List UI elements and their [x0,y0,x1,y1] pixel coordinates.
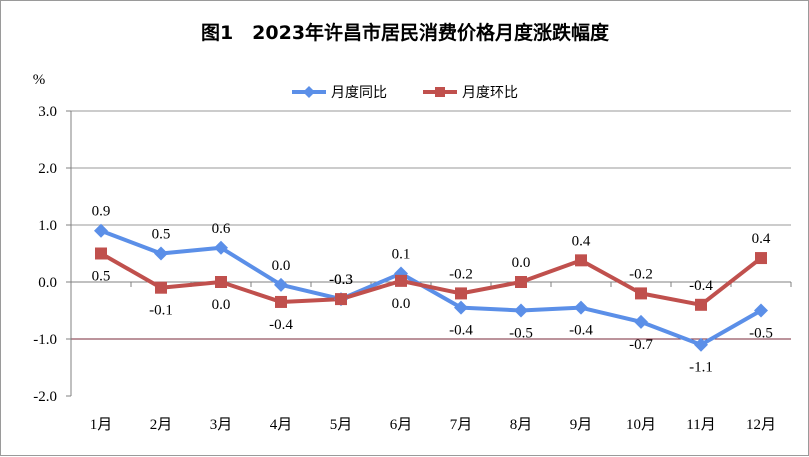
x-tick-label: 7月 [450,417,473,433]
data-label-series-1: -0.5 [749,326,773,342]
data-point-series-1 [94,223,108,238]
data-point-series-2 [155,281,167,294]
data-point-series-1 [694,337,708,352]
data-label-series-2: -0.4 [269,317,293,333]
data-label-series-2: 0.0 [512,255,531,271]
data-label-series-1: -0.3 [329,272,353,288]
y-tick-label: 0.0 [38,275,57,291]
data-point-series-2 [95,247,107,260]
legend-label-series-1: 月度同比 [331,85,387,101]
data-label-series-1: -0.5 [509,326,533,342]
x-tick-label: 10月 [626,417,656,433]
data-point-series-2 [695,298,707,311]
data-label-series-2: 0.5 [92,269,111,285]
data-label-series-2: -0.2 [629,266,653,282]
y-axis-ticks: 3.0 2.0 1.0 0.0 -1.0 -2.0 [33,104,71,405]
x-tick-label: 12月 [746,417,776,433]
series-line-1 [100,228,762,347]
y-tick-label: -1.0 [33,332,57,348]
data-labels: 0.9 0.5 0.6 0.0 -0.3 0.1 -0.4 -0.5 -0.4 -0.7 -1.1 -… [92,204,773,376]
data-point-series-2 [275,295,287,308]
gridlines [71,110,791,340]
data-label-series-2: -0.4 [689,278,713,294]
x-tick-label: 1月 [90,417,113,433]
data-point-series-2 [575,254,587,267]
data-point-series-2 [455,287,467,300]
data-label-series-2: 0.0 [212,297,231,313]
data-label-series-2: 0.4 [752,231,771,247]
data-point-series-1 [154,246,168,261]
x-tick-label: 8月 [510,417,533,433]
x-tick-label: 2月 [150,417,173,433]
data-point-series-1 [214,240,228,255]
x-axis-ticks: 1月 2月 3月 4月 5月 6月 7月 8月 9月 10月 11月 12月 [70,282,792,433]
data-label-series-1: 0.9 [92,204,111,220]
chart-title: 图1 2023年许昌市居民消费价格月度涨跌幅度 [201,21,610,44]
data-label-series-1: 0.0 [272,258,291,274]
x-tick-label: 9月 [570,417,593,433]
y-axis-unit: % [33,72,46,88]
data-label-series-1: -0.4 [569,323,593,339]
data-point-series-1 [574,300,588,315]
data-label-series-1: 0.6 [212,221,231,237]
data-point-series-2 [515,276,527,288]
y-tick-label: -2.0 [33,389,57,405]
data-label-series-1: -0.4 [449,323,473,339]
data-label-series-1: -1.1 [689,360,713,376]
x-tick-label: 5月 [330,417,353,433]
data-label-series-2: 0.0 [392,296,411,312]
series-line-2 [100,251,763,307]
data-label-series-2: -0.1 [149,303,173,319]
data-point-series-2 [395,274,407,287]
data-point-series-2 [215,276,227,288]
legend: 月度同比 月度环比 [292,85,518,101]
data-point-series-1 [634,314,648,329]
x-tick-label: 11月 [686,417,715,433]
data-point-series-1 [454,300,468,315]
y-tick-label: 2.0 [38,161,57,177]
data-point-series-1 [754,303,768,318]
legend-marker-series-2 [435,87,445,97]
legend-label-series-2: 月度环比 [462,85,518,101]
data-point-series-2 [635,287,647,300]
y-tick-label: 3.0 [38,104,57,120]
data-point-series-1 [514,303,528,318]
data-label-series-2: -0.3 [329,272,353,288]
data-point-series-2 [335,293,347,306]
data-label-series-1: 0.1 [392,246,411,262]
data-label-series-1: 0.5 [152,227,171,243]
x-tick-label: 4月 [270,417,293,433]
x-tick-label: 3月 [210,417,233,433]
x-tick-label: 6月 [390,417,413,433]
legend-marker-series-1 [303,86,315,98]
data-point-series-1 [274,277,288,292]
data-label-series-2: 0.4 [572,233,591,249]
series-layer [94,223,768,352]
data-label-series-2: -0.2 [449,266,473,282]
y-tick-label: 1.0 [38,218,57,234]
data-point-series-2 [755,252,767,265]
data-label-series-1: -0.7 [629,337,653,353]
